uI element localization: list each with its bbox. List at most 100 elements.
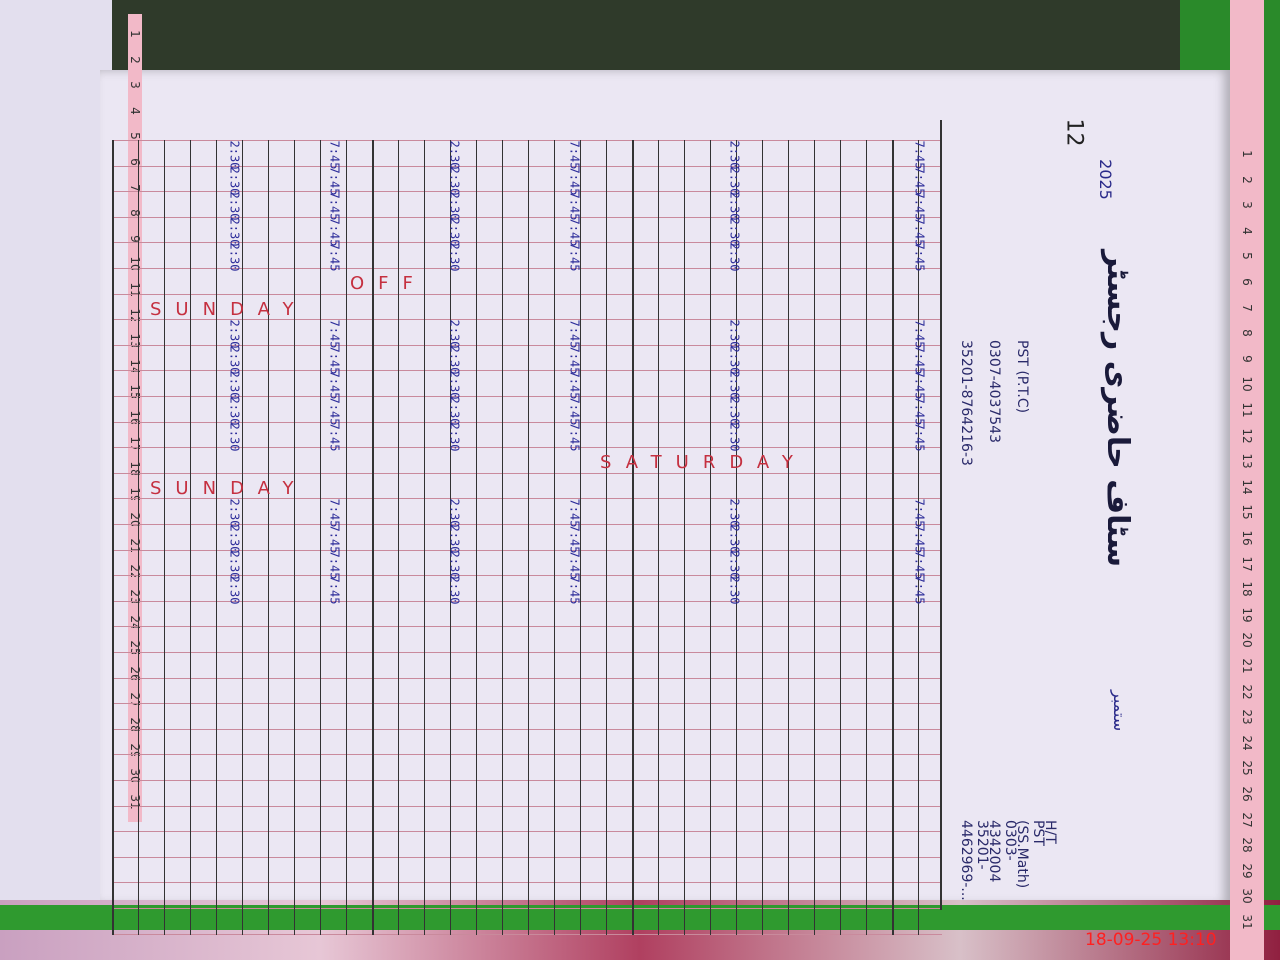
column-line: [450, 140, 451, 935]
row-line: [112, 575, 942, 577]
column-line: [398, 140, 399, 935]
arrival-time: 7:45: [567, 370, 582, 400]
page-number: 12: [1061, 118, 1087, 147]
departure-time: 2:30: [727, 575, 742, 605]
staff-cnic: 35201-4462969-...: [958, 820, 990, 901]
row-line: [112, 703, 942, 705]
departure-time: 2:30: [447, 575, 462, 605]
row-line: [112, 933, 942, 935]
staff-cnic: 35201-8764216-3: [958, 340, 974, 466]
column-line: [346, 140, 347, 935]
arrival-time: 7:45: [912, 191, 927, 221]
column-line: [918, 140, 919, 935]
column-line: [840, 140, 841, 935]
arrival-time: 7:45: [912, 319, 927, 349]
column-line: [580, 140, 581, 935]
departure-time: 2:30: [447, 396, 462, 426]
arrival-time: 7:45: [912, 524, 927, 554]
row-line: [112, 165, 942, 167]
row-line: [112, 293, 942, 295]
row-line: [112, 140, 942, 141]
arrival-time: 7:45: [912, 140, 927, 170]
row-line: [112, 370, 942, 372]
column-line: [216, 140, 217, 935]
staff-qualification: PST (P.T.C): [1014, 340, 1030, 414]
row-line: [112, 652, 942, 653]
row-line: [112, 908, 942, 909]
row-line: [112, 396, 942, 397]
departure-time: 2:30: [447, 498, 462, 528]
column-line: [242, 140, 243, 935]
arrival-time: 7:45: [912, 575, 927, 605]
arrival-time: 7:45: [567, 422, 582, 452]
row-line: [112, 344, 942, 346]
row-line: [112, 754, 942, 756]
staff-header: H/T PST (SS.Math) 0303-4342004 35201-446296…: [940, 120, 1062, 910]
arrival-time: 7:45: [567, 498, 582, 528]
arrival-time: 7:45: [327, 422, 342, 452]
arrival-time: 7:45: [567, 575, 582, 605]
departure-time: 2:30: [447, 370, 462, 400]
arrival-time: 7:45: [567, 319, 582, 349]
row-line: [112, 191, 942, 193]
arrival-time: 7:45: [912, 498, 927, 528]
row-line: [112, 216, 942, 218]
column-line: [684, 140, 685, 935]
departure-time: 2:30: [727, 370, 742, 400]
row-line: [112, 728, 942, 730]
arrival-time: 7:45: [327, 242, 342, 272]
departure-time: 2:30: [727, 396, 742, 426]
row-line: [112, 856, 942, 858]
arrival-time: 7:45: [567, 140, 582, 170]
row-line: [112, 549, 942, 551]
departure-time: 2:30: [447, 524, 462, 554]
left-page: [0, 0, 112, 905]
row-line: [112, 472, 942, 474]
column-line: [502, 140, 503, 935]
arrival-time: 7:45: [567, 191, 582, 221]
column-line: [190, 140, 191, 935]
off-mark: OFF: [350, 273, 427, 294]
departure-time: 2:30: [727, 524, 742, 554]
column-line: [424, 140, 425, 935]
column-line: [320, 140, 321, 935]
row-line: [112, 421, 942, 423]
arrival-time: 7:45: [912, 396, 927, 426]
arrival-time: 7:45: [327, 319, 342, 349]
column-line: [866, 140, 867, 935]
row-line: [112, 677, 942, 679]
departure-time: 2:30: [447, 319, 462, 349]
column-line: [762, 140, 763, 935]
departure-time: 2:30: [727, 319, 742, 349]
row-line: [112, 498, 942, 500]
departure-time: 2:30: [447, 242, 462, 272]
column-line: [138, 140, 139, 935]
row-line: [112, 831, 942, 833]
arrival-time: 7:45: [327, 140, 342, 170]
arrival-time: 7:45: [327, 191, 342, 221]
staff-phone: 0307-4037543: [986, 340, 1002, 444]
departure-time: 2:30: [227, 396, 242, 426]
staff-qualification: PST (SS.Math): [1014, 820, 1046, 889]
column-line: [606, 140, 607, 935]
row-line: [112, 882, 942, 884]
row-line: [112, 242, 942, 244]
year: 2025: [1095, 159, 1115, 200]
arrival-time: 7:45: [327, 370, 342, 400]
departure-time: 2:30: [227, 524, 242, 554]
arrival-time: 7:45: [912, 370, 927, 400]
arrival-time: 7:45: [567, 524, 582, 554]
register-title: سٹاف حاضری رجسٹر: [1100, 250, 1135, 568]
departure-time: 2:30: [727, 498, 742, 528]
column-line: [814, 140, 815, 935]
column-line: [658, 140, 659, 935]
row-line: [112, 524, 942, 525]
departure-time: 2:30: [727, 191, 742, 221]
column-line: [476, 140, 477, 935]
arrival-time: 7:45: [327, 498, 342, 528]
column-line: [892, 140, 894, 935]
arrival-time: 7:45: [912, 422, 927, 452]
staff-designation: H/T: [1042, 820, 1058, 844]
column-line: [736, 140, 737, 935]
column-line: [294, 140, 295, 935]
